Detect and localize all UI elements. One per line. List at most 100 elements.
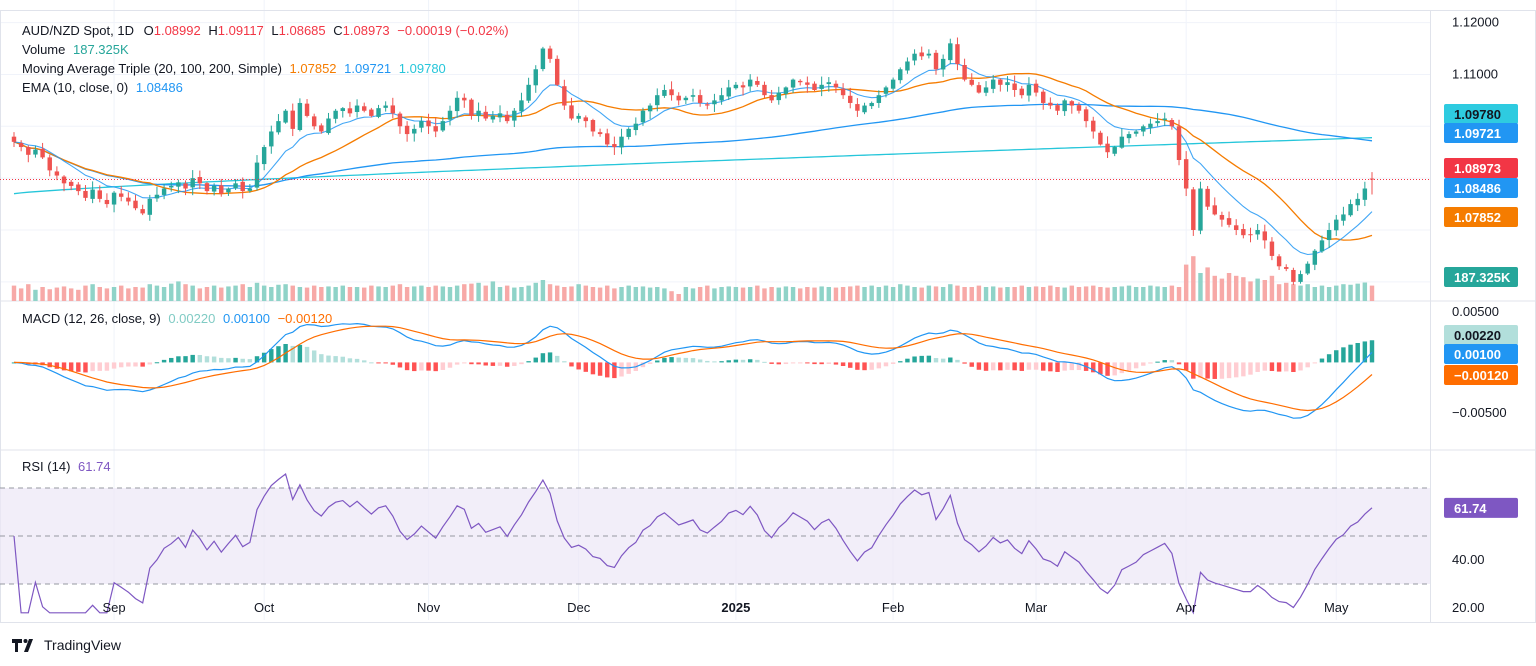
candle-body <box>1005 82 1010 86</box>
macd-tick-label: 0.00500 <box>1452 304 1499 319</box>
candle-body <box>283 110 288 123</box>
candle-body <box>1233 225 1239 230</box>
macd-hist-bar <box>1162 360 1167 363</box>
macd-hist-bar <box>855 362 860 370</box>
macd-hist-bar <box>797 362 803 364</box>
volume-bar <box>18 288 24 301</box>
macd-hist-bar <box>133 362 138 367</box>
volume-bar <box>254 282 260 301</box>
candle-body <box>1241 229 1246 236</box>
macd-value: 0.00100 <box>222 311 270 326</box>
macd-hist-bar <box>90 362 95 372</box>
ma20-value: 1.07852 <box>289 61 337 76</box>
macd-hist-bar <box>1219 362 1225 379</box>
candle-body <box>11 136 17 142</box>
volume-bar <box>383 287 388 301</box>
macd-hist-bar <box>562 361 567 363</box>
candle-body <box>1162 118 1167 120</box>
rsi-tick-label: 20.00 <box>1452 600 1485 615</box>
macd-hist-bar <box>1012 362 1017 371</box>
volume-bar <box>647 287 653 301</box>
ma200-value: 1.09780 <box>398 61 446 76</box>
macd-hist-bar <box>183 356 188 363</box>
macd-hist-bar <box>111 362 117 369</box>
volume-bar <box>547 284 553 301</box>
macd-hist-bar <box>676 357 681 363</box>
macd-hist-bar <box>126 362 131 367</box>
candle-body <box>369 109 374 116</box>
volume-bar <box>1126 285 1132 301</box>
volume-bar <box>776 287 781 301</box>
macd-hist-bar <box>890 362 896 364</box>
volume-bar <box>697 287 703 301</box>
volume-bar <box>376 286 381 301</box>
candle-body <box>755 81 760 85</box>
macd-hist-bar <box>1198 362 1203 378</box>
macd-hist-bar <box>1112 362 1117 376</box>
volume-bar <box>1033 286 1039 301</box>
volume-tag <box>1444 267 1518 287</box>
macd-hist-bar <box>619 362 624 377</box>
macd-hist-bar <box>1341 347 1346 363</box>
macd-hist-bar <box>419 362 424 371</box>
macd-hist-bar <box>1119 362 1125 374</box>
candle-body <box>304 103 310 116</box>
volume-bar <box>1019 285 1024 301</box>
macd-hist-bar <box>490 362 496 366</box>
volume-bar <box>183 284 188 301</box>
macd-hist-bar <box>397 362 403 368</box>
signal-line <box>13 325 1373 412</box>
macd-legend: MACD (12, 26, close, 9) 0.00220 0.00100 … <box>22 309 332 328</box>
macd-hist-bar <box>1334 350 1339 363</box>
volume-bar <box>1284 282 1289 301</box>
candle-body <box>1041 91 1046 103</box>
candle-body <box>90 189 95 199</box>
macd-hist-bar <box>76 362 81 372</box>
volume-bar <box>1062 287 1067 301</box>
macd-hist-bar <box>1248 362 1253 375</box>
ma100-tag-label: 1.09721 <box>1454 126 1501 141</box>
time-tick-label: Feb <box>882 600 904 615</box>
macd-hist-bar <box>583 362 589 372</box>
tradingview-brand[interactable]: TradingView <box>12 637 121 653</box>
volume-bar <box>705 285 710 301</box>
macd-hist-bar <box>597 362 603 376</box>
candle-body <box>712 100 717 105</box>
volume-bar <box>762 288 767 301</box>
volume-bar <box>283 284 288 301</box>
candle-body <box>176 182 181 187</box>
volume-bar <box>154 285 160 301</box>
ma200-tag <box>1444 104 1518 124</box>
volume-bar <box>1319 285 1325 301</box>
candle-body <box>1298 274 1303 282</box>
time-axis[interactable]: Sep Oct Nov Dec 2025 Feb Mar Apr May <box>102 600 1349 615</box>
ohlc-legend: AUD/NZD Spot, 1D O1.08992 H1.09117 L1.08… <box>22 21 509 40</box>
macd-hist-bar <box>1091 362 1096 373</box>
volume-bar <box>876 287 882 301</box>
volume-bar <box>326 286 331 301</box>
candle-body <box>655 95 660 106</box>
ma200-line <box>13 137 1373 195</box>
close-label: C <box>333 23 343 38</box>
macd-hist-bar <box>554 355 560 363</box>
candle-body <box>1191 189 1196 230</box>
volume-bar <box>805 287 810 301</box>
candle-body <box>483 111 488 119</box>
volume-bar <box>640 286 646 301</box>
volume-bar <box>1191 256 1196 301</box>
macd-hist-bar <box>1191 362 1196 379</box>
macd-hist-bar <box>1105 362 1110 376</box>
volume-bar <box>426 287 431 301</box>
macd-hist-bar <box>319 354 324 363</box>
macd-hist-bar <box>590 362 596 375</box>
macd-hist-bar <box>290 345 295 363</box>
candle-body <box>454 97 460 112</box>
volume-bar <box>1355 283 1360 301</box>
candle-body <box>197 177 203 184</box>
volume-bar <box>297 287 303 301</box>
macd-hist-bar <box>1348 344 1353 363</box>
candle-body <box>826 82 832 85</box>
candle-body <box>1362 188 1368 200</box>
candle-body <box>311 116 317 127</box>
